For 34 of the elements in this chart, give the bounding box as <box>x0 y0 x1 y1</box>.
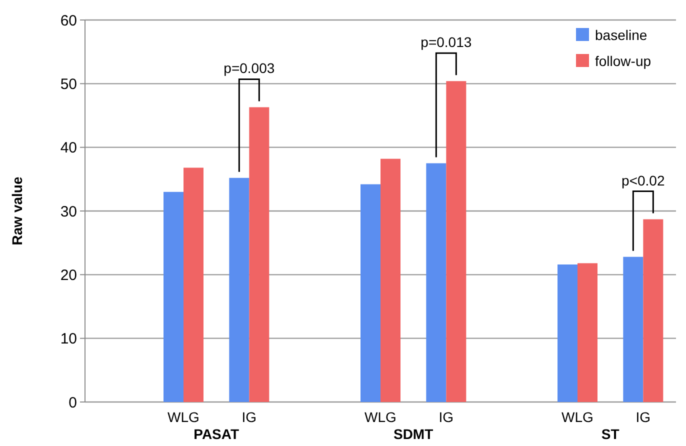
bar <box>446 81 466 402</box>
y-tick-label: 20 <box>60 266 77 284</box>
x-tick-label: IG <box>438 409 454 425</box>
x-tick-label: WLG <box>364 409 396 425</box>
annotation: p<0.02 <box>622 172 665 188</box>
bar <box>643 219 664 402</box>
bar <box>623 256 644 402</box>
x-tick-label: WLG <box>168 409 200 425</box>
text: PASAT <box>194 426 240 442</box>
text: SDMT <box>393 426 434 442</box>
bar <box>229 178 250 402</box>
y-tick-label: 30 <box>60 203 77 220</box>
text: ST <box>601 426 620 442</box>
annotation: p=0.003 <box>224 60 275 76</box>
bar <box>578 263 598 402</box>
x-tick-label: IG <box>636 409 651 425</box>
y-tick-label: 40 <box>60 140 77 157</box>
legend-label: baseline <box>595 26 648 43</box>
y-tick-label: 50 <box>60 76 77 93</box>
bar <box>558 264 578 402</box>
bar <box>360 184 380 402</box>
bar <box>184 168 204 402</box>
annotation: p=0.013 <box>420 34 472 50</box>
bar <box>249 107 270 402</box>
x-tick-label: IG <box>242 409 257 425</box>
x-tick-label: WLG <box>562 409 594 425</box>
y-tick-label: 10 <box>60 330 77 348</box>
y-tick-label: 0 <box>68 394 77 412</box>
legend-label: follow-up <box>595 52 652 69</box>
y-tick-label: 60 <box>60 12 77 30</box>
bar <box>426 163 446 402</box>
bar <box>380 158 400 402</box>
y-axis-title: Raw value <box>9 176 25 246</box>
bar <box>164 192 184 402</box>
